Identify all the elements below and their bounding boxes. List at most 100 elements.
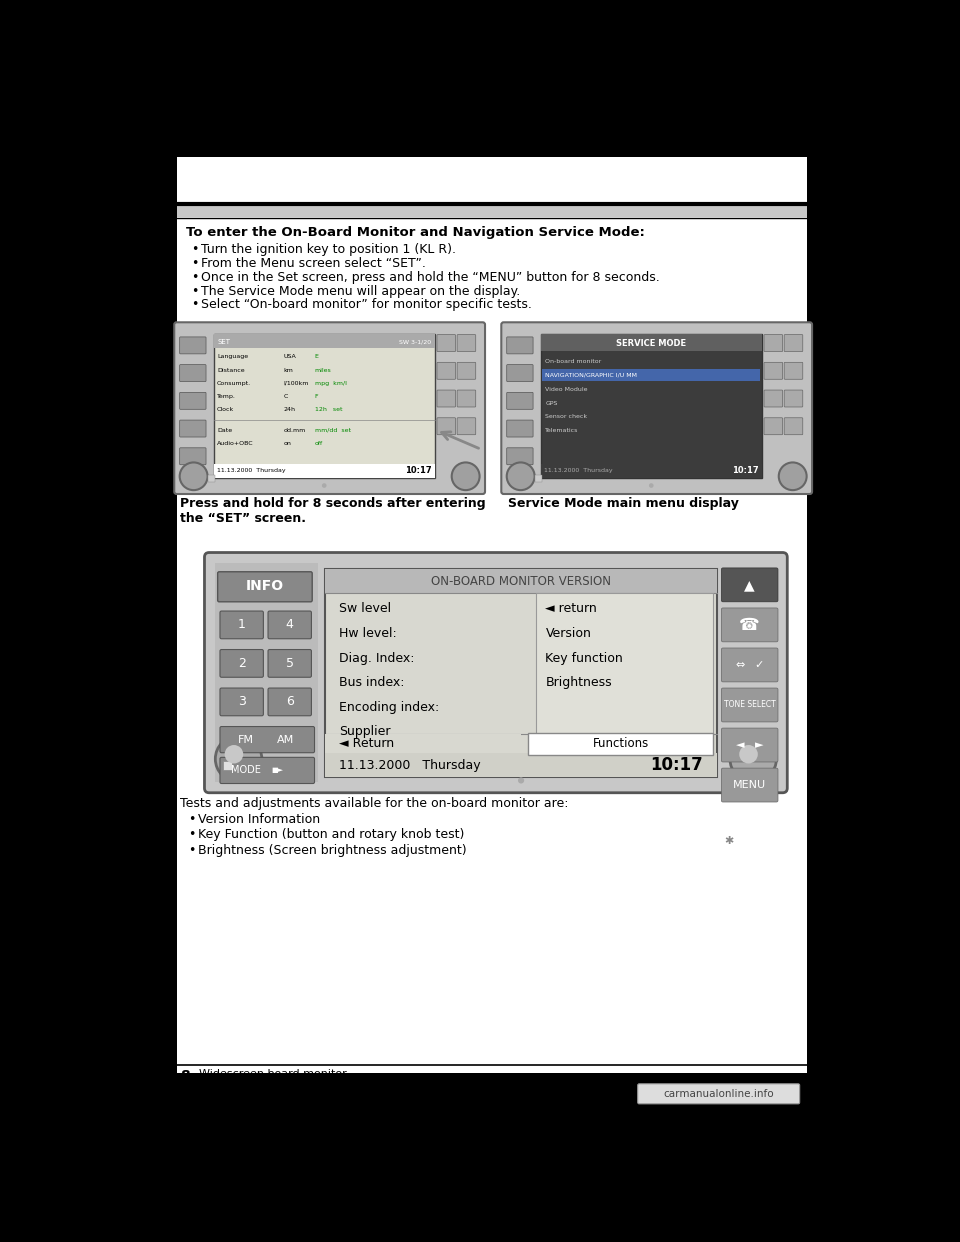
Text: Functions: Functions (592, 738, 649, 750)
Text: AM: AM (276, 734, 294, 745)
Text: Date: Date (217, 427, 232, 432)
Text: Version Information: Version Information (198, 812, 320, 826)
FancyBboxPatch shape (268, 611, 311, 638)
Circle shape (779, 462, 806, 491)
FancyBboxPatch shape (764, 390, 782, 407)
Circle shape (215, 735, 262, 782)
Bar (215, 564, 318, 782)
Text: 11.13.2000  Thursday: 11.13.2000 Thursday (544, 468, 612, 473)
FancyBboxPatch shape (437, 390, 456, 407)
Text: 10:17: 10:17 (650, 756, 703, 774)
Text: 6: 6 (286, 696, 294, 708)
Text: on: on (283, 441, 292, 446)
Text: •: • (188, 828, 196, 841)
Text: From the Menu screen select “SET”.: From the Menu screen select “SET”. (202, 257, 426, 270)
FancyBboxPatch shape (721, 568, 778, 602)
Text: •: • (191, 257, 199, 270)
Text: 4: 4 (286, 619, 294, 631)
Text: Key Function (button and rotary knob test): Key Function (button and rotary knob tes… (198, 828, 464, 841)
Text: E: E (315, 354, 319, 359)
FancyBboxPatch shape (457, 390, 476, 407)
Text: ▲: ▲ (744, 578, 755, 592)
Text: To enter the On-Board Monitor and Navigation Service Mode:: To enter the On-Board Monitor and Naviga… (186, 226, 645, 238)
Text: ☎: ☎ (739, 616, 760, 633)
Text: mm/dd  set: mm/dd set (315, 427, 350, 432)
FancyBboxPatch shape (457, 363, 476, 379)
Text: TONE SELECT: TONE SELECT (724, 700, 776, 709)
Text: Video Module: Video Module (545, 386, 588, 391)
Text: Audio+OBC: Audio+OBC (217, 441, 253, 446)
Text: 3: 3 (238, 696, 246, 708)
FancyBboxPatch shape (437, 334, 456, 351)
Bar (535, 474, 542, 482)
FancyBboxPatch shape (507, 448, 533, 465)
Text: SW 3-1/20: SW 3-1/20 (398, 339, 431, 344)
Text: ◄ Return: ◄ Return (339, 738, 395, 750)
FancyBboxPatch shape (437, 363, 456, 379)
Text: MENU: MENU (733, 780, 766, 790)
FancyBboxPatch shape (268, 688, 311, 715)
Text: 11.13.2000  Thursday: 11.13.2000 Thursday (217, 468, 285, 473)
Text: SET: SET (218, 339, 230, 344)
Circle shape (739, 745, 757, 764)
Text: off: off (315, 441, 323, 446)
Text: Clock: Clock (217, 407, 234, 412)
Bar (325, 734, 521, 754)
Text: Service Mode main menu display: Service Mode main menu display (508, 497, 738, 510)
Text: Sensor check: Sensor check (545, 415, 588, 420)
Bar (537, 594, 713, 734)
Bar (540, 334, 761, 478)
Bar (325, 569, 717, 776)
Bar (325, 754, 717, 776)
Circle shape (518, 777, 524, 784)
Text: •: • (188, 812, 196, 826)
FancyBboxPatch shape (721, 768, 778, 802)
Text: 24h: 24h (283, 407, 296, 412)
Bar (214, 334, 435, 478)
FancyBboxPatch shape (784, 363, 803, 379)
FancyBboxPatch shape (507, 365, 533, 381)
FancyBboxPatch shape (784, 417, 803, 435)
FancyBboxPatch shape (220, 650, 263, 677)
FancyBboxPatch shape (180, 365, 206, 381)
Bar (223, 761, 232, 770)
Text: mpg  km/l: mpg km/l (315, 380, 347, 385)
Text: 12h   set: 12h set (315, 407, 342, 412)
FancyBboxPatch shape (784, 390, 803, 407)
Text: Turn the ignition key to position 1 (KL R).: Turn the ignition key to position 1 (KL … (202, 243, 456, 256)
FancyBboxPatch shape (764, 334, 782, 351)
Text: km: km (283, 368, 294, 373)
FancyBboxPatch shape (180, 448, 206, 465)
Text: Language: Language (217, 354, 248, 359)
Circle shape (507, 462, 535, 491)
FancyBboxPatch shape (437, 417, 456, 435)
Text: Select “On-board monitor” for monitor specific tests.: Select “On-board monitor” for monitor sp… (202, 298, 532, 312)
FancyBboxPatch shape (220, 758, 315, 784)
Text: •: • (191, 243, 199, 256)
FancyBboxPatch shape (721, 648, 778, 682)
Text: Brightness (Screen brightness adjustment): Brightness (Screen brightness adjustment… (198, 843, 467, 857)
Text: 10:17: 10:17 (405, 467, 432, 476)
Text: USA: USA (283, 354, 297, 359)
Bar (542, 369, 760, 381)
Text: INFO: INFO (246, 580, 284, 594)
Bar (177, 156, 807, 205)
Text: •: • (191, 284, 199, 298)
FancyBboxPatch shape (721, 728, 778, 761)
FancyBboxPatch shape (637, 1084, 800, 1104)
FancyBboxPatch shape (507, 420, 533, 437)
Text: Temp.: Temp. (217, 394, 236, 399)
FancyBboxPatch shape (268, 650, 311, 677)
Text: 5: 5 (286, 657, 294, 669)
Text: F: F (315, 394, 318, 399)
Bar (325, 569, 717, 594)
Text: 11.13.2000   Thursday: 11.13.2000 Thursday (339, 759, 481, 771)
Text: Encoding index:: Encoding index: (339, 700, 440, 714)
Text: carmanualonline.info: carmanualonline.info (663, 1089, 774, 1099)
Bar (214, 334, 435, 348)
Bar (207, 474, 215, 482)
Text: Telematics: Telematics (545, 428, 579, 433)
Text: l/100km: l/100km (283, 380, 309, 385)
Text: •: • (191, 271, 199, 283)
FancyBboxPatch shape (204, 553, 787, 792)
